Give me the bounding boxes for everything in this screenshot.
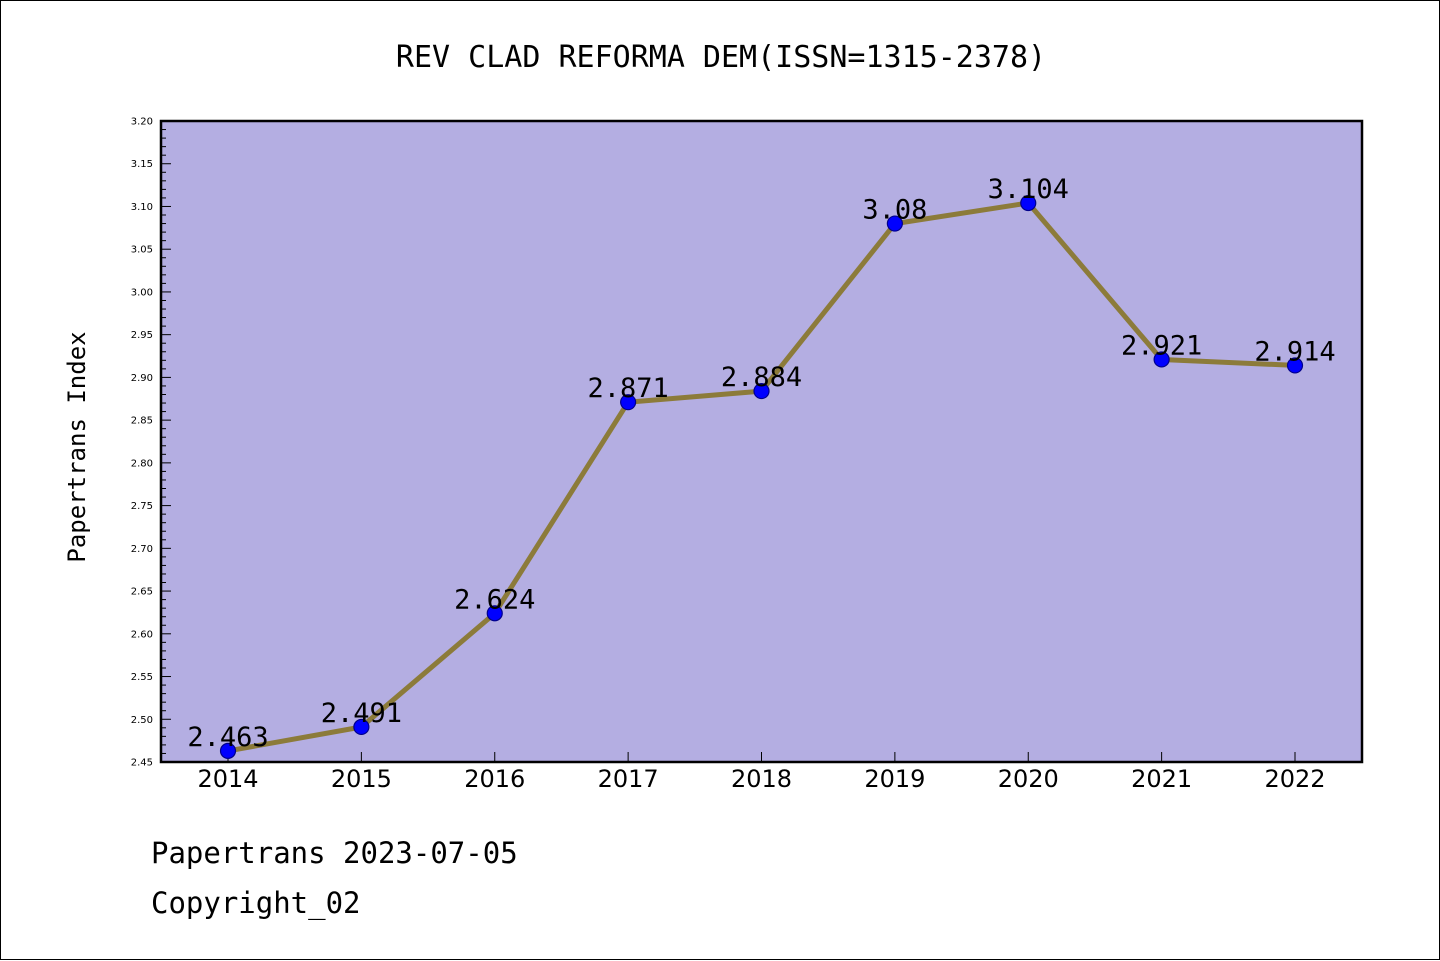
x-tick-label: 2022 xyxy=(1264,765,1325,793)
y-tick-label: 3.05 xyxy=(131,245,153,256)
data-label: 2.921 xyxy=(1121,330,1202,361)
y-tick-label: 2.50 xyxy=(131,715,153,726)
y-tick-label: 2.75 xyxy=(131,501,153,512)
data-label: 2.884 xyxy=(721,362,802,393)
data-points xyxy=(219,194,1304,759)
x-tick-label: 2020 xyxy=(998,765,1059,793)
y-tick-label: 2.80 xyxy=(131,458,153,469)
x-tick-label: 2021 xyxy=(1131,765,1192,793)
data-point xyxy=(353,718,370,736)
x-tick-label: 2015 xyxy=(331,765,392,793)
x-tick-label: 2019 xyxy=(864,765,925,793)
x-axis: 2014 2015 2016 2017 2018 2019 2020 2021 2022 xyxy=(197,752,1326,793)
data-point xyxy=(1020,194,1037,212)
y-axis: 2.45 2.50 2.55 2.60 2.65 2.70 2.75 2.80 2.85 2.90… xyxy=(131,117,171,769)
y-tick-label: 2.45 xyxy=(131,758,153,769)
y-tick-label: 2.90 xyxy=(131,373,153,384)
data-point xyxy=(1286,357,1304,374)
data-label: 2.624 xyxy=(454,584,535,615)
data-label: 2.871 xyxy=(587,373,668,404)
y-tick-label: 3.10 xyxy=(131,202,153,213)
data-point xyxy=(1153,351,1170,368)
y-tick-label: 3.15 xyxy=(131,159,153,170)
x-tick-label: 2018 xyxy=(731,765,792,793)
y-tick-label: 2.70 xyxy=(131,544,153,555)
chart-title: REV CLAD REFORMA DEM(ISSN=1315-2378) xyxy=(396,40,1046,75)
data-point xyxy=(486,605,503,622)
y-tick-label: 3.00 xyxy=(131,287,153,298)
data-labels: 2.463 2.491 2.624 2.871 2.884 3.08 3.104 2.921 2… xyxy=(187,174,1335,753)
data-point xyxy=(219,742,237,759)
plot-area xyxy=(159,119,1364,764)
y-tick-label: 2.60 xyxy=(131,629,153,640)
data-point xyxy=(753,382,770,400)
data-label: 3.104 xyxy=(988,174,1069,205)
x-tick-label: 2017 xyxy=(598,765,659,793)
y-tick-label: 2.65 xyxy=(131,587,153,598)
data-label: 2.491 xyxy=(321,698,402,729)
y-tick-label: 2.95 xyxy=(131,330,153,341)
data-label: 3.08 xyxy=(862,195,927,226)
footer-date: Papertrans 2023-07-05 xyxy=(151,836,518,870)
y-tick-label: 2.85 xyxy=(131,416,153,427)
y-axis-label: Papertrans Index xyxy=(63,331,91,562)
data-label: 2.463 xyxy=(187,722,268,753)
data-label: 2.914 xyxy=(1254,336,1335,367)
x-tick-label: 2016 xyxy=(464,765,525,793)
data-point xyxy=(886,215,903,232)
footer-copyright: Copyright_02 xyxy=(151,886,361,920)
y-tick-label: 3.20 xyxy=(131,117,153,128)
x-tick-label: 2014 xyxy=(197,765,258,793)
y-tick-label: 2.55 xyxy=(131,672,153,683)
data-point xyxy=(620,394,637,411)
